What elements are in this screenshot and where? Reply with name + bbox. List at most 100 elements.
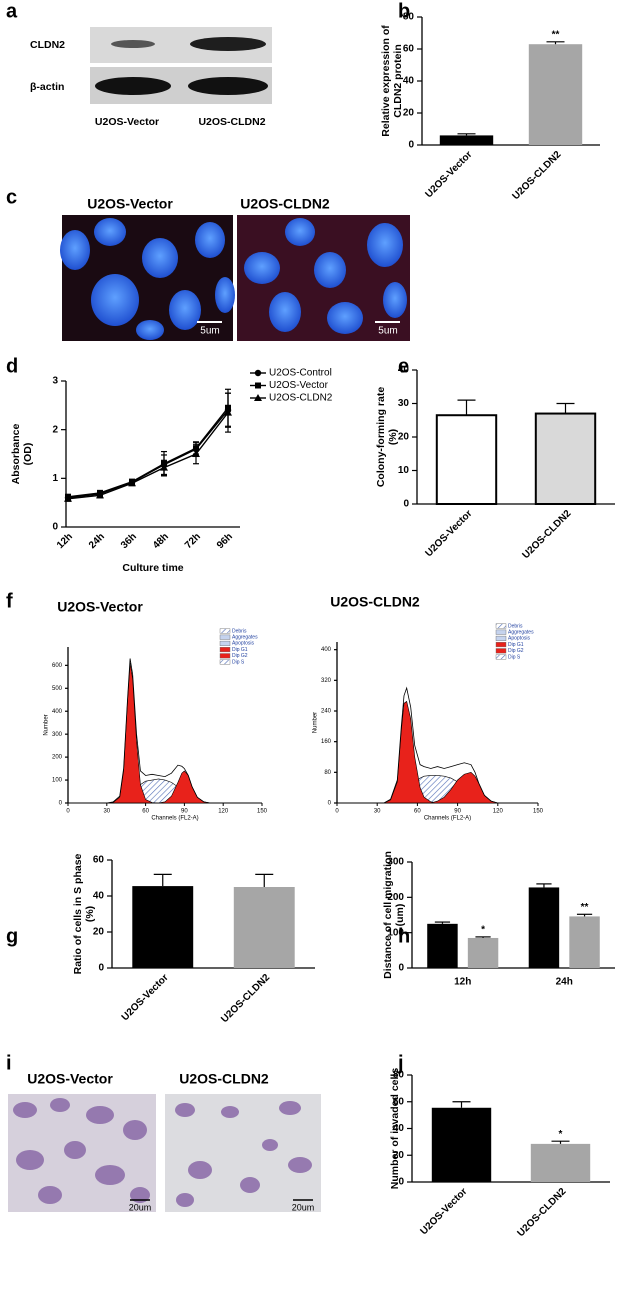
y-tick-label: 60 — [403, 44, 415, 55]
y-tick-label: 400 — [52, 709, 63, 715]
legend-label: Dip G1 — [232, 647, 248, 653]
y-tick-label: 600 — [52, 663, 63, 669]
cells — [13, 1098, 312, 1207]
legend-label: Apoptosis — [232, 641, 254, 647]
y-tick-label: 20 — [93, 927, 105, 938]
x-tick-label: 24h — [556, 977, 573, 988]
panel-letter: c — [6, 186, 17, 208]
row-label: CLDN2 — [30, 39, 65, 51]
y-tick-label: 0 — [52, 522, 58, 533]
image-title: U2OS-CLDN2 — [179, 1071, 269, 1087]
x-axis-label: Channels (FL2-A) — [151, 816, 198, 822]
y-tick-label: 20 — [398, 432, 410, 443]
x-tick-label: U2OS-CLDN2 — [511, 149, 564, 202]
panel-letter: h — [398, 925, 410, 947]
y-tick-label: 100 — [387, 927, 404, 938]
point — [96, 491, 104, 499]
x-tick-label: 30 — [103, 809, 110, 815]
legend-marker — [254, 369, 262, 377]
x-tick-label: U2OS-Vector — [120, 972, 171, 1023]
bar — [132, 886, 194, 968]
y-tick-label: 0 — [328, 801, 332, 807]
y-tick-label: 10 — [398, 465, 410, 476]
x-tick-label: 90 — [181, 809, 188, 815]
y-axis-label: Relative expression of — [380, 25, 392, 137]
bar — [530, 1143, 591, 1182]
scale-label: 20um — [129, 1202, 152, 1212]
x-tick-label: 72h — [183, 531, 203, 551]
x-tick-label: 24h — [87, 531, 107, 551]
y-axis-label: Number — [44, 714, 50, 735]
x-tick-label: U2OS-Vector — [423, 508, 474, 559]
y-tick-label: 40 — [93, 891, 105, 902]
y-axis-label: Number — [313, 712, 319, 733]
y-tick-label: 40 — [403, 76, 415, 87]
legend-swatch — [495, 623, 507, 629]
bar — [233, 887, 295, 968]
histogram-outline — [383, 686, 498, 804]
histogram-outline — [106, 658, 211, 804]
bar — [431, 1107, 492, 1182]
x-tick-label: U2OS-Vector — [423, 149, 474, 200]
legend-label: U2OS-Control — [269, 368, 332, 379]
lane-label: U2OS-CLDN2 — [198, 116, 265, 128]
panel-letter: j — [397, 1052, 404, 1074]
y-axis-label: Ratio of cells in S phase — [72, 853, 84, 974]
y-tick-label: 20 — [393, 1150, 405, 1161]
image-title: U2OS-Vector — [27, 1071, 113, 1087]
legend-label: U2OS-Vector — [269, 380, 329, 391]
y-tick-label: 320 — [321, 678, 332, 684]
y-tick-label: 200 — [387, 892, 404, 903]
x-tick-label: U2OS-Vector — [418, 1186, 469, 1237]
bar — [569, 916, 600, 968]
y-tick-label: 80 — [403, 12, 415, 23]
point — [64, 494, 72, 502]
blot-band — [95, 77, 171, 95]
blot-band — [111, 40, 155, 48]
legend-swatch — [219, 634, 231, 640]
x-tick-label: 150 — [533, 809, 544, 815]
scale-label: 5um — [378, 326, 397, 337]
y-tick-label: 2 — [52, 424, 58, 435]
legend-marker — [255, 382, 261, 389]
y-tick-label: 500 — [52, 686, 63, 692]
bar — [528, 44, 583, 146]
y-tick-label: 80 — [393, 1070, 405, 1081]
y-tick-label: 0 — [98, 963, 104, 974]
annotation: ** — [552, 29, 560, 40]
bar — [528, 887, 560, 968]
legend-label: Aggregates — [508, 630, 534, 636]
y-tick-label: 40 — [398, 365, 410, 376]
x-tick-label: 48h — [151, 531, 171, 551]
y-tick-label: 1 — [52, 473, 58, 484]
image-title: U2OS-CLDN2 — [240, 196, 330, 212]
x-tick-label: 60 — [414, 809, 421, 815]
bar — [435, 414, 498, 506]
y-tick-label: 0 — [59, 801, 63, 807]
panel-letter: d — [6, 355, 18, 377]
x-axis-label: Culture time — [122, 562, 183, 574]
legend-label: Dip S — [232, 659, 245, 665]
panel-letter: f — [6, 590, 13, 612]
x-tick-label: U2OS-CLDN2 — [521, 508, 574, 561]
bar — [439, 135, 494, 145]
invasion-panel: i U2OS-Vector U2OS-CLDN2 20um 20um — [6, 1052, 321, 1212]
legend-swatch — [219, 653, 231, 659]
annotation: * — [481, 925, 485, 936]
legend-swatch — [219, 640, 231, 646]
series-line — [67, 407, 229, 498]
y-tick-label: 80 — [324, 770, 331, 776]
y-tick-label: 400 — [321, 647, 332, 653]
panel-letter: i — [6, 1052, 12, 1074]
y-axis-label: Distance of cell migration — [382, 851, 394, 979]
legend-swatch — [495, 648, 507, 654]
bar — [534, 412, 597, 505]
panel-letter: g — [6, 925, 18, 947]
legend-swatch — [219, 659, 231, 665]
x-tick-label: 30 — [374, 809, 381, 815]
x-tick-label: 90 — [454, 809, 461, 815]
y-axis-label: CLDN2 protein — [392, 44, 404, 118]
legend-label: U2OS-CLDN2 — [269, 393, 333, 404]
legend-swatch — [495, 642, 507, 648]
legend-label: Dip G2 — [508, 648, 524, 654]
